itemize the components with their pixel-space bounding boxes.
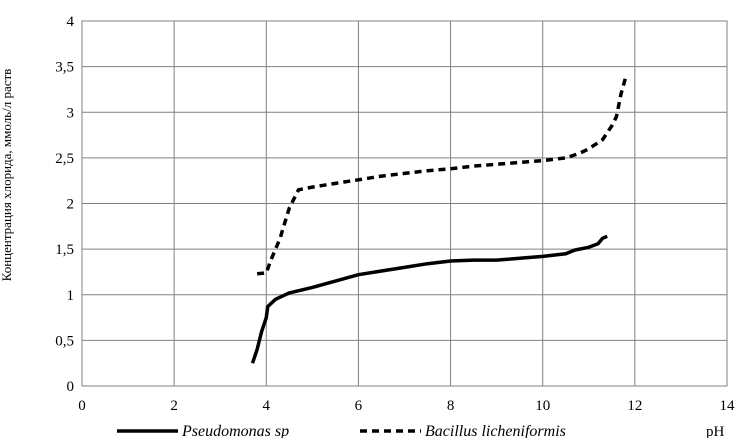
y-tick-label: 2 <box>67 197 75 213</box>
grid <box>82 21 727 386</box>
legend: Pseudomonas sp Bacillus licheniformis <box>117 423 566 438</box>
y-tick-label: 3,5 <box>55 60 74 76</box>
plot-area-border <box>81 20 728 387</box>
x-tick-label: 10 <box>535 398 550 414</box>
series-line-pseudomonas <box>250 234 608 364</box>
x-tick-label: 6 <box>355 398 363 414</box>
x-tick-label: 2 <box>170 398 178 414</box>
x-axis-label: pH <box>706 424 725 438</box>
series-lines <box>250 77 628 364</box>
y-tick-labels: 0 0,5 1 1,5 2 2,5 3 3,5 4 <box>55 14 74 395</box>
x-tick-label: 4 <box>263 398 271 414</box>
legend-label-bacillus: Bacillus licheniformis <box>425 423 566 438</box>
y-tick-label: 0 <box>67 379 75 395</box>
x-tick-label: 12 <box>627 398 642 414</box>
x-tick-label: 0 <box>78 398 86 414</box>
y-tick-label: 2,5 <box>55 151 74 167</box>
y-tick-label: 0,5 <box>55 333 74 349</box>
y-tick-label: 3 <box>67 105 75 121</box>
x-tick-label: 8 <box>447 398 455 414</box>
y-tick-label: 1 <box>67 288 75 304</box>
x-tick-labels: 0 2 4 6 8 10 12 14 <box>78 398 735 414</box>
y-tick-label: 4 <box>67 14 75 30</box>
x-tick-label: 14 <box>720 398 736 414</box>
y-axis-label: Концентрация хлорида, ммоль/л раств <box>0 69 14 282</box>
y-tick-label: 1,5 <box>55 242 74 258</box>
series-line-bacillus <box>256 77 628 276</box>
legend-label-pseudomonas: Pseudomonas sp <box>181 423 289 438</box>
